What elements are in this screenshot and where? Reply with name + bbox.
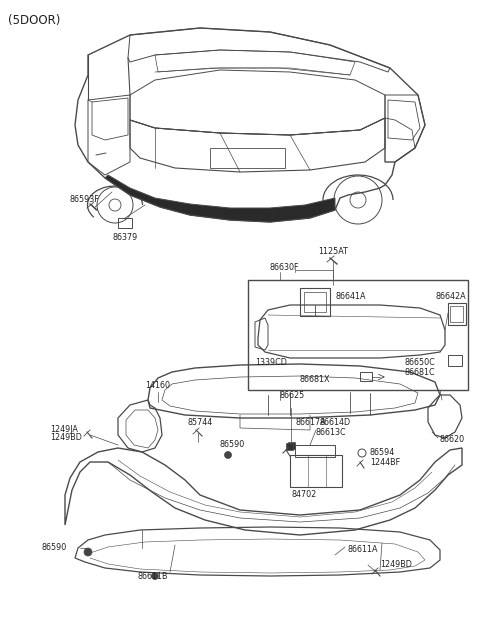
- Bar: [295, 445, 335, 457]
- Bar: [450, 306, 463, 322]
- Text: 86613C: 86613C: [315, 428, 346, 437]
- Text: 86611B: 86611B: [138, 572, 168, 581]
- Text: 84702: 84702: [292, 490, 317, 499]
- Circle shape: [225, 452, 231, 459]
- Text: 86681C: 86681C: [404, 368, 435, 377]
- Text: (5DOOR): (5DOOR): [8, 14, 60, 27]
- Bar: [300, 288, 330, 316]
- Text: 86630F: 86630F: [270, 263, 300, 272]
- Text: 86617A: 86617A: [296, 418, 326, 427]
- Text: 86614D: 86614D: [320, 418, 351, 427]
- Bar: [118, 218, 132, 228]
- Circle shape: [84, 548, 92, 556]
- Text: 86590: 86590: [220, 440, 245, 449]
- Text: 85744: 85744: [188, 418, 213, 427]
- Text: 86620: 86620: [440, 435, 465, 444]
- Text: 86593F: 86593F: [70, 195, 100, 204]
- Bar: [448, 355, 462, 366]
- Text: 86625: 86625: [280, 391, 305, 400]
- Text: 1339CD: 1339CD: [255, 358, 287, 367]
- Text: 14160: 14160: [145, 381, 170, 390]
- Text: 1249BD: 1249BD: [50, 433, 82, 442]
- Polygon shape: [105, 175, 335, 222]
- Text: 1244BF: 1244BF: [370, 458, 400, 467]
- Text: 86650C: 86650C: [404, 358, 435, 367]
- Text: 1249BD: 1249BD: [380, 560, 412, 569]
- Bar: [288, 442, 295, 449]
- Text: 86611A: 86611A: [348, 545, 379, 554]
- Bar: [290, 455, 342, 487]
- Circle shape: [152, 572, 158, 579]
- Bar: [286, 443, 293, 450]
- Text: 1249JA: 1249JA: [50, 425, 78, 434]
- Bar: [210, 148, 285, 168]
- Text: 86642A: 86642A: [435, 292, 466, 301]
- Bar: [448, 303, 466, 325]
- Text: 86641A: 86641A: [335, 292, 365, 301]
- Text: 86681X: 86681X: [300, 375, 331, 384]
- Text: 86590: 86590: [42, 543, 67, 553]
- Text: 1125AT: 1125AT: [318, 247, 348, 256]
- Bar: [304, 292, 326, 312]
- Bar: [248, 280, 468, 390]
- Bar: [360, 372, 372, 381]
- Text: 86594: 86594: [370, 448, 395, 457]
- Text: 86379: 86379: [112, 233, 138, 242]
